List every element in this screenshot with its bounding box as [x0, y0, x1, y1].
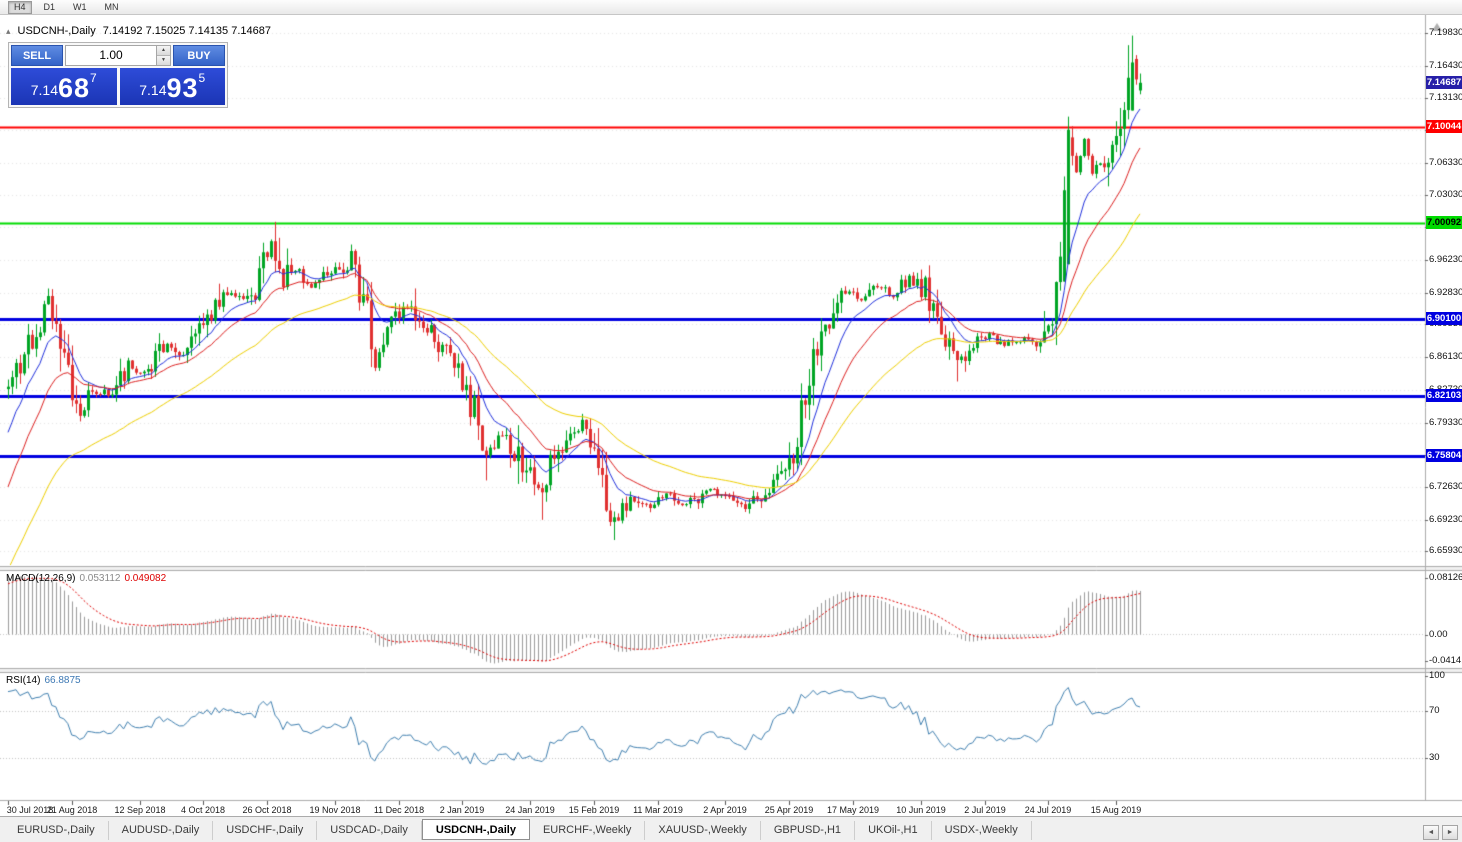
- date-axis-label: 2 Jul 2019: [964, 805, 1006, 815]
- macd-axis-tick: 0.00: [1429, 629, 1448, 640]
- date-axis-label: 15 Aug 2019: [1090, 805, 1142, 815]
- tabs-scroll-right-button[interactable]: ►: [1442, 825, 1458, 840]
- rsi-indicator-label: RSI(14) 66.8875: [6, 675, 81, 686]
- date-axis-label: 17 May 2019: [826, 805, 880, 815]
- date-axis-label: 24 Jan 2019: [505, 805, 555, 815]
- rsi-name: RSI(14): [6, 675, 41, 686]
- date-axis-label: 19 Nov 2018: [309, 805, 361, 815]
- price-axis-tick: 6.65930: [1429, 545, 1462, 556]
- price-axis-tick: 7.06330: [1429, 157, 1462, 168]
- date-axis-label: 25 Apr 2019: [764, 805, 814, 815]
- chart-tab-usdcnh-daily[interactable]: USDCNH-,Daily: [421, 819, 530, 840]
- chart-tab-usdchf-daily[interactable]: USDCHF-,Daily: [213, 821, 318, 840]
- price-axis-tick: 7.03030: [1429, 189, 1462, 200]
- date-axis-label: 4 Oct 2018: [180, 805, 226, 815]
- timeframe-toolbar: H4 D1 W1 MN: [0, 0, 1462, 15]
- chart-tab-usdx-weekly[interactable]: USDX-,Weekly: [932, 821, 1032, 840]
- tabs-scroll-left-button[interactable]: ◄: [1423, 825, 1439, 840]
- price-chart-canvas[interactable]: [0, 15, 1462, 816]
- chart-tab-ukoil-h1[interactable]: UKOil-,H1: [855, 821, 932, 840]
- price-axis-tick: 6.92830: [1429, 287, 1462, 298]
- volume-input[interactable]: 1.00 ▲ ▼: [65, 45, 171, 66]
- price-axis-tick: 6.86130: [1429, 351, 1462, 362]
- volume-increase-button[interactable]: ▲: [157, 46, 170, 56]
- rsi-axis-tick: 100: [1429, 670, 1445, 681]
- timeframe-button-d1[interactable]: D1: [43, 1, 56, 12]
- sell-button[interactable]: SELL: [11, 45, 63, 66]
- date-axis-label: 10 Jun 2019: [896, 805, 946, 815]
- buy-price-button[interactable]: 7.14 93 5: [119, 68, 225, 105]
- trade-controls-row: SELL 1.00 ▲ ▼ BUY: [11, 45, 225, 66]
- chart-title-bar: ▴ USDCNH-,Daily 7.14192 7.15025 7.14135 …: [6, 25, 271, 37]
- timeframe-button-h4[interactable]: H4: [8, 0, 32, 14]
- macd-name: MACD(12,26,9): [6, 573, 76, 584]
- volume-decrease-button[interactable]: ▼: [157, 56, 170, 65]
- chart-tab-usdcad-daily[interactable]: USDCAD-,Daily: [317, 821, 422, 840]
- chart-tabs: EURUSD-,Daily AUDUSD-,Daily USDCHF-,Daily U…: [4, 817, 1032, 840]
- bid-price-major: 7.14: [30, 82, 58, 98]
- buy-button[interactable]: BUY: [173, 45, 225, 66]
- rsi-axis-tick: 70: [1429, 705, 1440, 716]
- ask-price-major: 7.14: [139, 82, 167, 98]
- macd-axis-tick: 0.081265: [1429, 572, 1462, 583]
- chart-tab-eurchf-weekly[interactable]: EURCHF-,Weekly: [530, 821, 646, 840]
- timeframe-button-w1[interactable]: W1: [73, 1, 87, 12]
- date-axis-label: 21 Aug 2018: [46, 805, 98, 815]
- price-axis-tick: 7.16430: [1429, 60, 1462, 71]
- date-axis-label: 30 Jul 2018: [6, 805, 54, 815]
- ohlc-values: 7.14192 7.15025 7.14135 7.14687: [102, 25, 271, 37]
- macd-indicator-label: MACD(12,26,9) 0.053112 0.049082: [6, 573, 166, 584]
- sell-price-button[interactable]: 7.14 68 7: [11, 68, 117, 105]
- level-price-badge: 6.82103: [1426, 389, 1462, 402]
- chart-region: ▴ USDCNH-,Daily 7.14192 7.15025 7.14135 …: [0, 15, 1462, 816]
- price-axis-tick: 6.96230: [1429, 254, 1462, 265]
- rsi-value: 66.8875: [44, 675, 81, 686]
- date-axis-label: 12 Sep 2018: [114, 805, 166, 815]
- level-price-badge: 6.75804: [1426, 449, 1462, 462]
- level-price-badge: 7.00092: [1426, 216, 1462, 229]
- price-axis-tick: 7.19830: [1429, 27, 1462, 38]
- chart-tab-xauusd-weekly[interactable]: XAUUSD-,Weekly: [645, 821, 761, 840]
- macd-axis-tick: -0.041412: [1429, 655, 1462, 666]
- date-axis-label: 2 Jan 2019: [439, 805, 485, 815]
- date-axis-label: 11 Mar 2019: [633, 805, 683, 815]
- date-axis-label: 11 Dec 2018: [373, 805, 425, 815]
- timeframe-button-mn[interactable]: MN: [104, 1, 119, 12]
- price-axis-tick: 6.72630: [1429, 481, 1462, 492]
- price-axis-tick: 6.69230: [1429, 514, 1462, 525]
- current-price-badge: 7.14687: [1426, 76, 1462, 89]
- date-axis-label: 2 Apr 2019: [703, 805, 747, 815]
- level-price-badge: 7.10044: [1426, 120, 1462, 133]
- chart-tab-bar: EURUSD-,Daily AUDUSD-,Daily USDCHF-,Daily U…: [0, 816, 1462, 842]
- volume-value[interactable]: 1.00: [99, 48, 123, 62]
- bid-price-pips: 68: [58, 73, 91, 103]
- date-axis-label: 24 Jul 2019: [1024, 805, 1072, 815]
- one-click-trading-panel: SELL 1.00 ▲ ▼ BUY 7.14 68 7 7: [8, 42, 228, 108]
- volume-spinner: ▲ ▼: [156, 46, 170, 65]
- trade-quotes-row: 7.14 68 7 7.14 93 5: [11, 68, 225, 105]
- macd-main-value: 0.053112: [79, 573, 121, 584]
- price-axis-tick: 7.13130: [1429, 92, 1462, 103]
- rsi-axis-tick: 30: [1429, 752, 1440, 763]
- date-axis-label: 26 Oct 2018: [242, 805, 292, 815]
- ask-price-pips: 93: [166, 73, 199, 103]
- collapse-chart-icon[interactable]: ▴: [6, 25, 11, 36]
- symbol-title: USDCNH-,Daily: [17, 25, 96, 37]
- chart-tab-audusd-daily[interactable]: AUDUSD-,Daily: [109, 821, 214, 840]
- level-price-badge: 6.90100: [1426, 312, 1462, 325]
- macd-signal-value: 0.049082: [124, 573, 167, 584]
- price-axis-tick: 6.79330: [1429, 417, 1462, 428]
- date-axis-label: 15 Feb 2019: [568, 805, 620, 815]
- chart-tab-eurusd-daily[interactable]: EURUSD-,Daily: [4, 821, 109, 840]
- tab-scroll-controls: ◄ ►: [1423, 825, 1458, 840]
- chart-overlays: ▴ USDCNH-,Daily 7.14192 7.15025 7.14135 …: [0, 15, 1462, 816]
- bid-price-point: 7: [90, 71, 97, 85]
- chart-tab-gbpusd-h1[interactable]: GBPUSD-,H1: [761, 821, 856, 840]
- ask-price-point: 5: [198, 71, 206, 85]
